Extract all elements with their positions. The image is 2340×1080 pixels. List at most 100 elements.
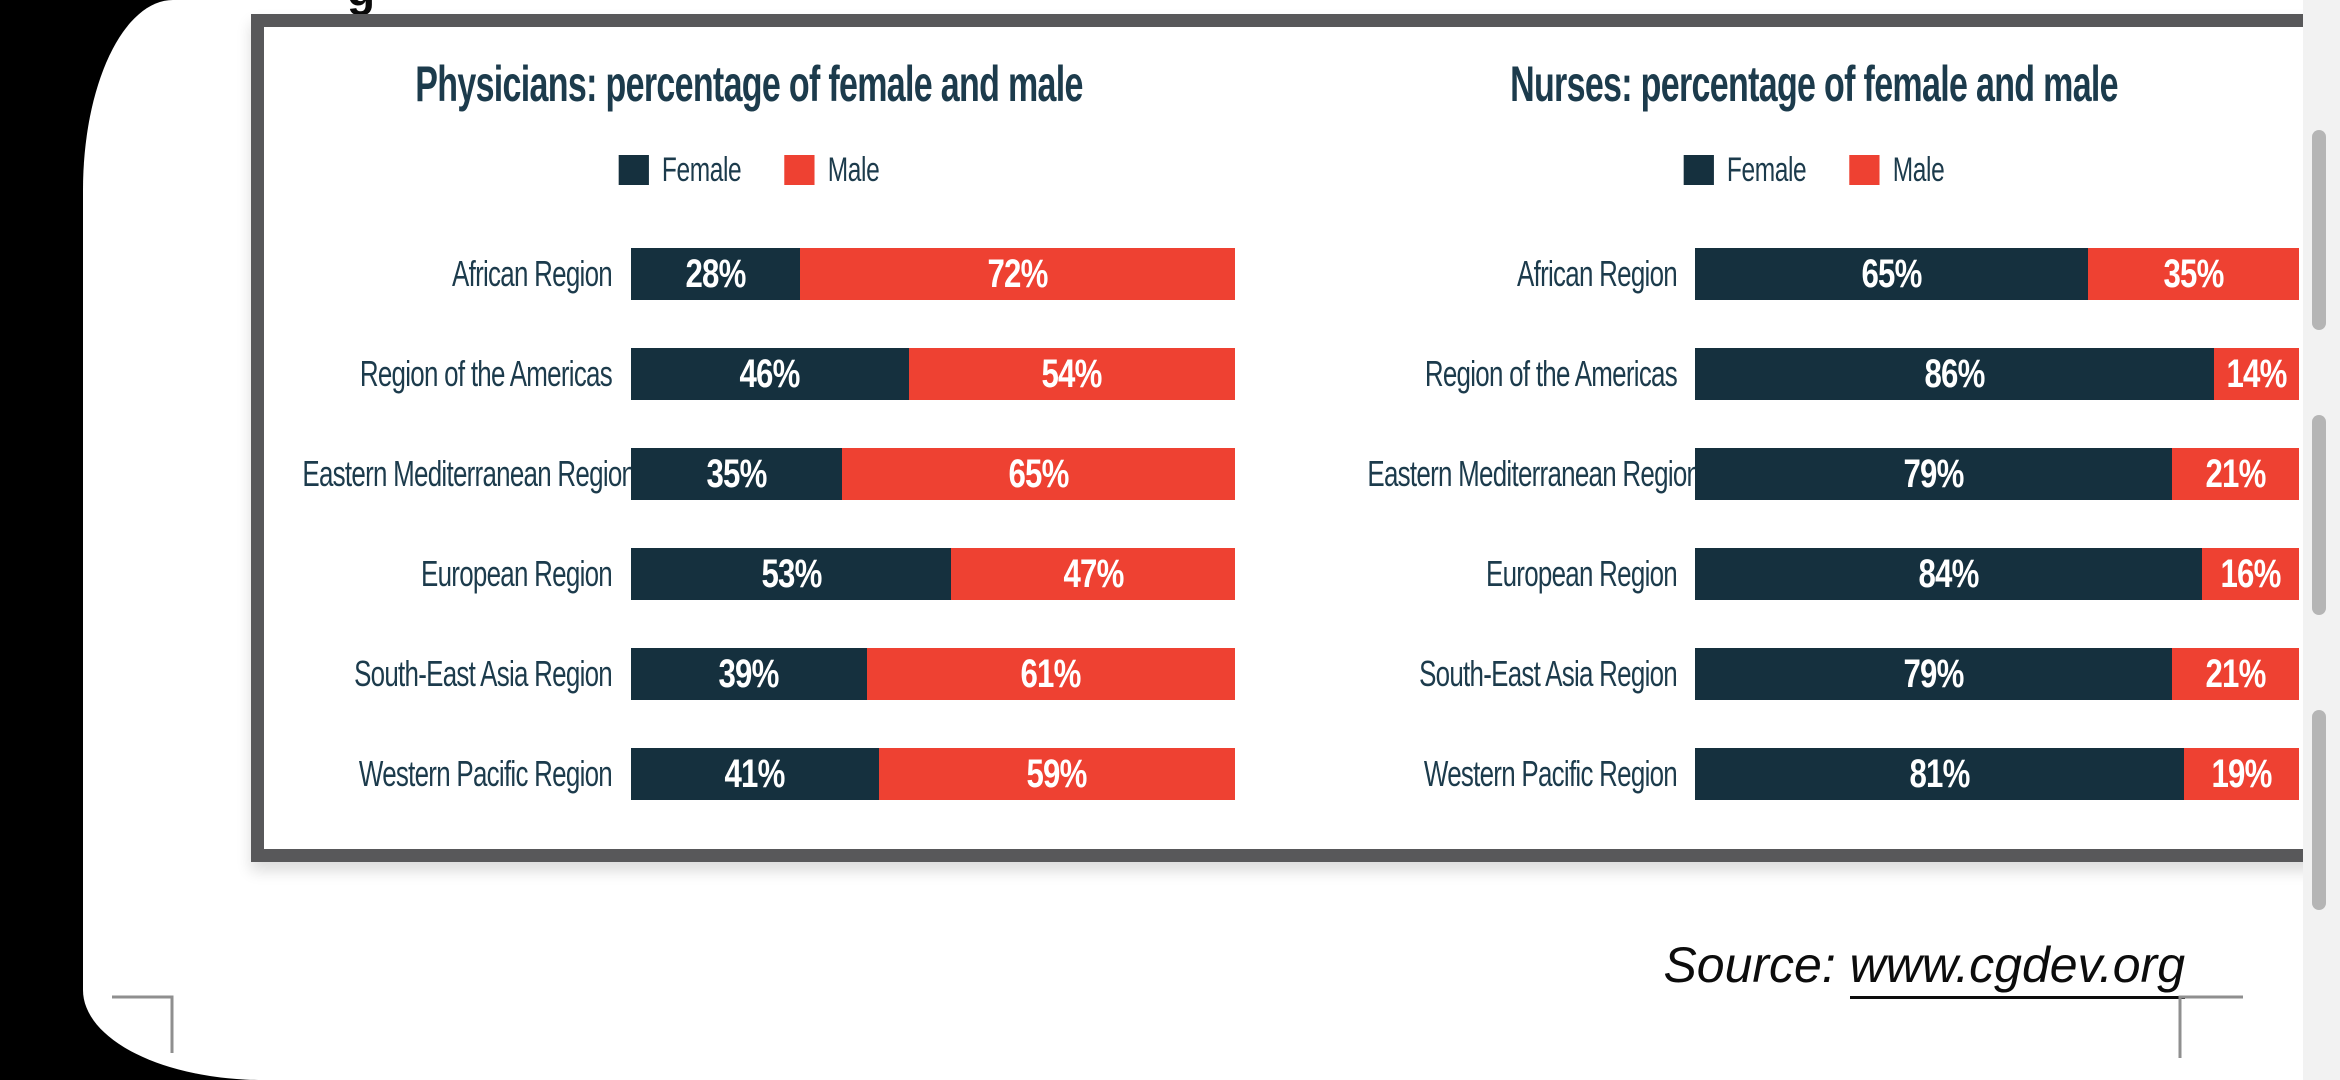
chart-legend: Female Male bbox=[375, 150, 1124, 190]
male-legend-swatch bbox=[784, 155, 815, 185]
chart-row: Eastern Mediterranean Region 35% 65% bbox=[264, 448, 2322, 500]
female-percent-label: 35% bbox=[706, 451, 768, 496]
stacked-bar: 41% 59% bbox=[631, 748, 1235, 800]
stacked-bar: 79% 21% bbox=[1695, 448, 2299, 500]
female-percent-label: 81% bbox=[1909, 751, 1971, 796]
scrollbar-thumb[interactable] bbox=[2312, 710, 2326, 910]
chart-legend: Female Male bbox=[1440, 150, 2189, 190]
female-bar-segment: 39% bbox=[631, 648, 867, 700]
stacked-bar: 39% 61% bbox=[631, 648, 1235, 700]
male-percent-label: 35% bbox=[2163, 251, 2224, 296]
region-label: Region of the Americas bbox=[359, 353, 613, 394]
male-bar-segment: 35% bbox=[2087, 248, 2299, 300]
source-url[interactable]: www.cgdev.org bbox=[1849, 937, 2185, 999]
female-bar-segment: 79% bbox=[1695, 648, 2173, 700]
female-percent-label: 41% bbox=[724, 751, 786, 796]
female-bar-segment: 35% bbox=[631, 448, 843, 500]
chart-row: Region of the Americas 86% 14% bbox=[264, 348, 2322, 400]
male-percent-label: 16% bbox=[2220, 551, 2282, 596]
male-bar-segment: 65% bbox=[842, 448, 1235, 500]
stacked-bar: 81% 19% bbox=[1695, 748, 2299, 800]
region-label: Eastern Mediterranean Region bbox=[302, 453, 636, 494]
chart: Nurses: percentage of female and male Fe… bbox=[264, 27, 2322, 849]
chart-row: African Region 28% 72% bbox=[264, 248, 2322, 300]
chart-title: Physicians: percentage of female and mal… bbox=[415, 56, 1083, 112]
region-label: Western Pacific Region bbox=[358, 753, 613, 794]
female-bar-segment: 65% bbox=[1695, 248, 2088, 300]
chart-row: European Region 53% 47% bbox=[264, 548, 2322, 600]
male-percent-label: 14% bbox=[2226, 351, 2288, 396]
stacked-bar: 28% 72% bbox=[631, 248, 1235, 300]
male-percent-label: 54% bbox=[1041, 351, 1103, 396]
female-percent-label: 39% bbox=[718, 651, 780, 696]
female-bar-segment: 46% bbox=[631, 348, 909, 400]
female-percent-label: 84% bbox=[1918, 551, 1980, 596]
male-bar-segment: 21% bbox=[2172, 648, 2299, 700]
male-percent-label: 59% bbox=[1026, 751, 1088, 796]
chart-row: Western Pacific Region 41% 59% bbox=[264, 748, 2322, 800]
scrollbar-track[interactable] bbox=[2303, 0, 2340, 1080]
male-bar-segment: 21% bbox=[2172, 448, 2299, 500]
stacked-bar: 35% 65% bbox=[631, 448, 1235, 500]
stacked-bar: 65% 35% bbox=[1695, 248, 2299, 300]
region-label: South-East Asia Region bbox=[1419, 653, 1678, 694]
stacked-bar: 53% 47% bbox=[631, 548, 1235, 600]
female-percent-label: 28% bbox=[685, 251, 746, 296]
chart-panel: Physicians: percentage of female and mal… bbox=[251, 14, 2335, 862]
male-bar-segment: 47% bbox=[951, 548, 1235, 600]
female-percent-label: 53% bbox=[760, 551, 822, 596]
female-bar-segment: 28% bbox=[631, 248, 801, 300]
male-bar-segment: 59% bbox=[878, 748, 1235, 800]
chart-row: African Region 65% 35% bbox=[264, 248, 2322, 300]
chart-row: Region of the Americas 46% 54% bbox=[264, 348, 2322, 400]
stacked-bar: 79% 21% bbox=[1695, 648, 2299, 700]
chart: Physicians: percentage of female and mal… bbox=[264, 27, 2322, 849]
female-percent-label: 79% bbox=[1903, 451, 1965, 496]
source-caption: Source: www.cgdev.org bbox=[1663, 936, 2185, 999]
region-label: Region of the Americas bbox=[1424, 353, 1678, 394]
chart-row: South-East Asia Region 79% 21% bbox=[264, 648, 2322, 700]
scrollbar-thumb[interactable] bbox=[2312, 130, 2326, 330]
region-label: South-East Asia Region bbox=[354, 653, 613, 694]
male-legend-label: Male bbox=[1892, 150, 1945, 189]
source-label: Source: bbox=[1663, 937, 1836, 993]
female-percent-label: 86% bbox=[1924, 351, 1986, 396]
male-bar-segment: 14% bbox=[2214, 348, 2299, 400]
female-bar-segment: 53% bbox=[631, 548, 952, 600]
female-bar-segment: 84% bbox=[1695, 548, 2203, 600]
female-legend-swatch bbox=[1683, 155, 1714, 185]
male-bar-segment: 54% bbox=[908, 348, 1235, 400]
region-label: Western Pacific Region bbox=[1423, 753, 1678, 794]
chart-row: South-East Asia Region 39% 61% bbox=[264, 648, 2322, 700]
male-bar-segment: 72% bbox=[800, 248, 1235, 300]
region-label: European Region bbox=[421, 553, 613, 594]
document-page: g Physicians: percentage of female and m… bbox=[83, 0, 2340, 1080]
female-bar-segment: 79% bbox=[1695, 448, 2173, 500]
cropped-text-fragment: g bbox=[347, 0, 375, 17]
female-bar-segment: 81% bbox=[1695, 748, 2185, 800]
scrollbar-thumb[interactable] bbox=[2312, 415, 2326, 615]
female-legend-label: Female bbox=[1726, 150, 1807, 189]
male-bar-segment: 19% bbox=[2184, 748, 2299, 800]
region-label: European Region bbox=[1486, 553, 1678, 594]
male-percent-label: 47% bbox=[1062, 551, 1124, 596]
male-bar-segment: 16% bbox=[2202, 548, 2299, 600]
region-label: African Region bbox=[452, 253, 613, 294]
stacked-bar: 86% 14% bbox=[1695, 348, 2299, 400]
male-percent-label: 21% bbox=[2205, 451, 2267, 496]
male-percent-label: 21% bbox=[2205, 651, 2267, 696]
male-percent-label: 61% bbox=[1020, 651, 1082, 696]
male-legend-swatch bbox=[1849, 155, 1880, 185]
chart-row: Western Pacific Region 81% 19% bbox=[264, 748, 2322, 800]
stacked-bar: 46% 54% bbox=[631, 348, 1235, 400]
male-percent-label: 19% bbox=[2211, 751, 2273, 796]
region-label: Eastern Mediterranean Region bbox=[1367, 453, 1701, 494]
male-percent-label: 72% bbox=[987, 251, 1048, 296]
female-bar-segment: 86% bbox=[1695, 348, 2215, 400]
female-percent-label: 79% bbox=[1903, 651, 1965, 696]
chart-title: Nurses: percentage of female and male bbox=[1510, 56, 2119, 112]
region-label: African Region bbox=[1517, 253, 1678, 294]
female-legend-label: Female bbox=[661, 150, 742, 189]
stacked-bar: 84% 16% bbox=[1695, 548, 2299, 600]
male-legend-label: Male bbox=[827, 150, 880, 189]
